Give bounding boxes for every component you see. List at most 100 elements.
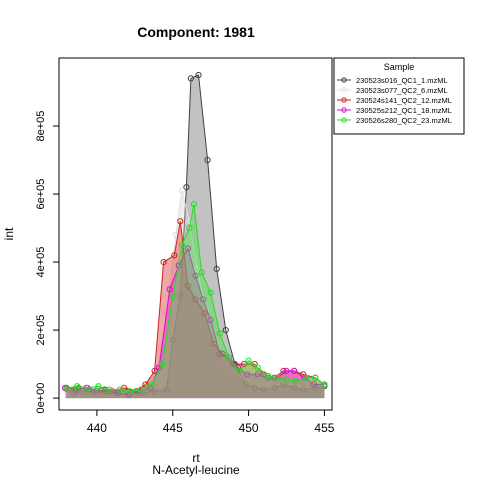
data-point bbox=[192, 272, 199, 279]
data-point bbox=[239, 374, 246, 381]
data-point bbox=[74, 383, 81, 390]
data-point bbox=[254, 371, 261, 378]
data-point bbox=[187, 75, 194, 82]
data-point bbox=[291, 367, 298, 374]
legend-marker bbox=[341, 107, 347, 113]
data-point bbox=[271, 384, 278, 391]
data-point bbox=[245, 357, 252, 364]
data-point bbox=[222, 327, 229, 334]
legend-item: 230526s280_QC2_23.mzML bbox=[337, 116, 452, 125]
data-point bbox=[169, 337, 176, 344]
legend: Sample 230523s016_QC1_1.mzML230523s077_Q… bbox=[333, 57, 465, 135]
series-area bbox=[65, 248, 325, 399]
data-point bbox=[125, 391, 132, 398]
data-point bbox=[71, 389, 78, 397]
data-point bbox=[265, 372, 272, 380]
chart-title: Component: 1981 bbox=[137, 24, 255, 40]
legend-label: 230524s141_QC2_12.mzML bbox=[356, 96, 452, 105]
data-point bbox=[75, 384, 82, 391]
series-3 bbox=[63, 218, 328, 399]
data-point bbox=[201, 310, 208, 317]
data-point bbox=[210, 340, 217, 347]
data-point bbox=[171, 252, 178, 259]
data-point bbox=[204, 156, 211, 164]
data-point bbox=[72, 386, 79, 393]
data-point bbox=[163, 386, 170, 393]
data-point bbox=[190, 201, 198, 208]
data-point bbox=[160, 259, 167, 266]
x-tick-label: 445 bbox=[163, 421, 183, 435]
data-point bbox=[172, 231, 179, 238]
data-point bbox=[321, 381, 328, 388]
data-point bbox=[207, 289, 214, 296]
legend-box bbox=[333, 57, 465, 135]
data-point bbox=[230, 361, 237, 368]
data-point bbox=[207, 316, 214, 323]
data-point bbox=[166, 286, 173, 293]
data-point bbox=[225, 354, 232, 361]
data-point bbox=[193, 265, 201, 272]
data-point bbox=[291, 384, 298, 391]
data-point bbox=[186, 218, 193, 225]
legend-item: 230525s212_QC1_18.mzML bbox=[337, 106, 452, 115]
data-point bbox=[186, 224, 193, 232]
data-point bbox=[198, 269, 205, 276]
legend-marker bbox=[341, 117, 347, 123]
data-point bbox=[216, 350, 223, 357]
data-point bbox=[148, 381, 155, 388]
x-tick-label: 440 bbox=[87, 421, 107, 435]
data-point bbox=[200, 296, 207, 303]
data-point bbox=[260, 386, 267, 393]
data-point bbox=[127, 388, 134, 395]
series-area bbox=[66, 221, 325, 399]
y-axis-label: int bbox=[2, 227, 16, 240]
x-axis-label: rt bbox=[192, 451, 200, 465]
data-point bbox=[283, 376, 290, 383]
legend-title: Sample bbox=[384, 62, 415, 72]
y-axis: 0e+00 2e+05 4e+05 6e+05 8e+05 bbox=[35, 111, 59, 414]
series-5 bbox=[63, 201, 328, 399]
data-point bbox=[236, 367, 243, 374]
data-point bbox=[183, 184, 190, 191]
x-tick-label: 455 bbox=[314, 421, 334, 435]
series-line bbox=[66, 204, 325, 392]
data-point bbox=[195, 71, 202, 79]
data-point bbox=[310, 381, 317, 388]
data-point bbox=[240, 361, 248, 368]
legend-item: 230523s077_QC2_6.mzML bbox=[337, 86, 448, 95]
series-area bbox=[66, 204, 325, 399]
data-point bbox=[178, 187, 185, 194]
data-point bbox=[177, 218, 184, 225]
data-point bbox=[230, 367, 237, 374]
series-area bbox=[66, 75, 325, 399]
data-point bbox=[251, 361, 258, 368]
data-point bbox=[250, 374, 257, 381]
data-point bbox=[244, 371, 251, 378]
legend-items: 230523s016_QC1_1.mzML230523s077_QC2_6.mz… bbox=[337, 76, 452, 125]
data-point bbox=[184, 282, 191, 289]
data-point bbox=[221, 357, 228, 364]
data-point bbox=[169, 293, 176, 300]
data-point bbox=[116, 386, 123, 393]
data-point bbox=[292, 378, 299, 385]
legend-label: 230525s212_QC1_18.mzML bbox=[356, 106, 452, 115]
y-tick-label: 4e+05 bbox=[35, 247, 47, 278]
data-point bbox=[234, 364, 242, 371]
data-point bbox=[312, 374, 319, 381]
data-point bbox=[300, 386, 307, 393]
legend-label: 230523s016_QC1_1.mzML bbox=[356, 76, 448, 85]
legend-item: 230523s016_QC1_1.mzML bbox=[337, 76, 448, 85]
data-point bbox=[151, 388, 158, 395]
legend-item: 230524s141_QC2_12.mzML bbox=[337, 96, 452, 105]
data-point bbox=[242, 381, 249, 388]
data-point bbox=[106, 386, 113, 393]
data-point bbox=[159, 361, 166, 368]
y-tick-label: 8e+05 bbox=[35, 111, 47, 142]
y-tick-label: 2e+05 bbox=[35, 315, 47, 346]
data-point bbox=[192, 296, 199, 303]
x-axis-sublabel: N-Acetyl-leucine bbox=[152, 463, 240, 477]
y-tick-label: 0e+00 bbox=[35, 383, 47, 414]
data-point bbox=[95, 383, 102, 390]
data-point bbox=[136, 388, 143, 395]
plot-frame bbox=[58, 57, 333, 411]
